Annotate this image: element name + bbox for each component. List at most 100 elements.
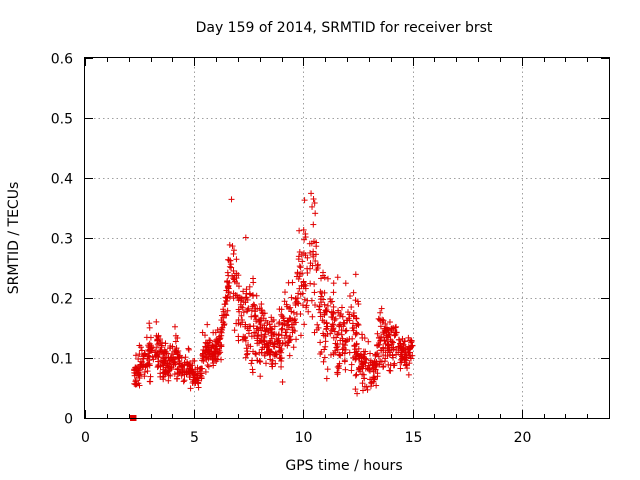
data-point bbox=[187, 385, 194, 392]
data-point bbox=[304, 265, 311, 272]
data-point bbox=[223, 294, 230, 301]
data-point bbox=[282, 340, 289, 347]
data-point bbox=[133, 365, 140, 372]
data-point bbox=[321, 311, 328, 318]
data-point bbox=[407, 355, 414, 362]
data-point bbox=[310, 195, 317, 202]
data-point bbox=[176, 361, 183, 368]
data-point bbox=[209, 352, 216, 359]
data-point bbox=[354, 352, 361, 359]
data-point bbox=[230, 290, 237, 297]
data-point bbox=[146, 378, 153, 385]
data-point bbox=[145, 353, 152, 360]
data-point bbox=[348, 361, 355, 368]
data-point bbox=[350, 289, 357, 296]
data-point bbox=[224, 284, 231, 291]
data-point bbox=[301, 236, 308, 243]
data-point bbox=[321, 301, 328, 308]
data-point bbox=[330, 289, 337, 296]
data-point bbox=[319, 317, 326, 324]
data-point bbox=[205, 363, 212, 370]
data-point bbox=[321, 354, 328, 361]
data-point bbox=[323, 306, 330, 313]
data-point bbox=[336, 352, 343, 359]
data-point bbox=[210, 360, 217, 367]
data-point bbox=[278, 363, 285, 370]
data-point bbox=[233, 275, 240, 282]
data-point bbox=[257, 373, 264, 380]
data-point bbox=[316, 303, 323, 310]
data-point bbox=[242, 333, 249, 340]
y-axis-label: SRMTID / TECUs bbox=[6, 182, 22, 295]
data-point bbox=[151, 349, 158, 356]
data-point bbox=[405, 371, 412, 378]
data-point bbox=[133, 372, 140, 379]
data-point bbox=[295, 253, 302, 260]
data-point bbox=[203, 356, 210, 363]
data-point bbox=[162, 340, 169, 347]
data-point bbox=[244, 306, 251, 313]
data-point bbox=[271, 340, 278, 347]
data-point bbox=[337, 310, 344, 317]
y-tick-label: 0.4 bbox=[51, 172, 73, 188]
data-point bbox=[245, 341, 252, 348]
data-point bbox=[293, 311, 300, 318]
data-point bbox=[154, 341, 161, 348]
data-point bbox=[255, 333, 262, 340]
data-point bbox=[261, 322, 268, 329]
data-point bbox=[352, 271, 359, 278]
data-point bbox=[382, 355, 389, 362]
data-point bbox=[309, 203, 316, 210]
data-point bbox=[321, 274, 328, 281]
data-point bbox=[172, 338, 179, 345]
data-point bbox=[352, 372, 359, 379]
data-point bbox=[251, 329, 258, 336]
data-point bbox=[279, 321, 286, 328]
data-point bbox=[242, 299, 249, 306]
data-point bbox=[136, 342, 143, 349]
data-point bbox=[155, 363, 162, 370]
data-point bbox=[305, 308, 312, 315]
data-point bbox=[171, 323, 178, 330]
data-point bbox=[286, 337, 293, 344]
data-point bbox=[200, 353, 207, 360]
data-point bbox=[249, 369, 256, 376]
data-point bbox=[350, 354, 357, 361]
data-point bbox=[242, 321, 249, 328]
data-point bbox=[279, 378, 286, 385]
data-point bbox=[233, 256, 240, 263]
data-point bbox=[358, 359, 365, 366]
data-point bbox=[299, 258, 306, 265]
data-point bbox=[221, 301, 228, 308]
data-point bbox=[360, 363, 367, 370]
data-point bbox=[275, 320, 282, 327]
data-point bbox=[289, 324, 296, 331]
data-point bbox=[146, 324, 153, 331]
data-point bbox=[398, 345, 405, 352]
data-point bbox=[212, 352, 219, 359]
data-point bbox=[165, 377, 172, 384]
data-point bbox=[363, 356, 370, 363]
grid-lines bbox=[85, 58, 609, 418]
data-point bbox=[294, 269, 301, 276]
data-point bbox=[173, 345, 180, 352]
data-point bbox=[381, 327, 388, 334]
data-point bbox=[360, 387, 367, 394]
data-point bbox=[262, 331, 269, 338]
data-point bbox=[239, 316, 246, 323]
data-point bbox=[293, 273, 300, 280]
data-point bbox=[136, 375, 143, 382]
data-point bbox=[349, 325, 356, 332]
data-point bbox=[279, 313, 286, 320]
data-point bbox=[350, 309, 357, 316]
data-point bbox=[167, 372, 174, 379]
data-point bbox=[222, 294, 229, 301]
data-point bbox=[254, 325, 261, 332]
data-point bbox=[261, 351, 268, 358]
data-point bbox=[262, 360, 269, 367]
data-point bbox=[296, 263, 303, 270]
data-point bbox=[312, 302, 319, 309]
data-point bbox=[263, 326, 270, 333]
x-tick-label: 20 bbox=[514, 430, 532, 446]
data-point bbox=[220, 306, 227, 313]
